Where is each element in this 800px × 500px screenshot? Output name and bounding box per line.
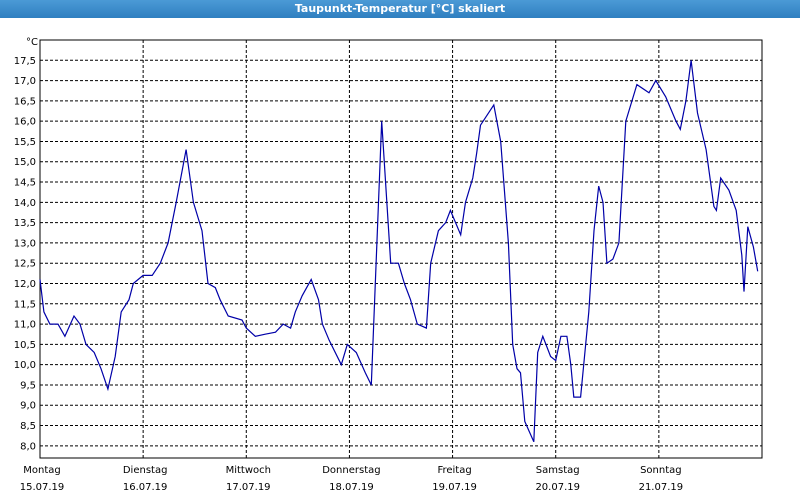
x-tick-weekday: Montag — [23, 465, 60, 476]
x-tick-date: 17.07.19 — [226, 482, 271, 493]
y-tick-label: 15,5 — [14, 137, 36, 148]
y-tick-label: 16,5 — [14, 96, 36, 107]
x-tick-date: 16.07.19 — [123, 482, 168, 493]
x-tick-weekday: Freitag — [437, 465, 471, 476]
x-tick-date: 21.07.19 — [639, 482, 684, 493]
y-tick-label: 10,5 — [14, 340, 36, 351]
x-tick-date: 15.07.19 — [20, 482, 65, 493]
y-tick-label: 16,0 — [14, 117, 36, 128]
y-unit: °C — [26, 37, 38, 48]
y-tick-label: 12,5 — [14, 259, 36, 270]
y-tick-label: 13,0 — [14, 238, 36, 249]
y-tick-label: 8,0 — [20, 441, 36, 452]
x-tick-date: 20.07.19 — [535, 482, 580, 493]
y-tick-label: 14,0 — [14, 198, 36, 209]
plot-frame — [39, 39, 763, 459]
x-tick-date: 19.07.19 — [432, 482, 477, 493]
y-tick-label: 10,0 — [14, 360, 36, 371]
y-tick-label: 17,0 — [14, 76, 36, 87]
x-tick-weekday: Dienstag — [123, 465, 168, 476]
x-tick-weekday: Mittwoch — [226, 465, 271, 476]
x-tick-weekday: Donnerstag — [322, 465, 380, 476]
x-tick-weekday: Samstag — [536, 465, 580, 476]
x-tick-date: 18.07.19 — [329, 482, 374, 493]
y-tick-label: 15,0 — [14, 157, 36, 168]
y-tick-label: 13,5 — [14, 218, 36, 229]
chart: °C 8,0 8,5 9,0 9,5 10,0 10,5 11,0 11,5 12,0 12,5 1… — [14, 37, 763, 493]
data-line — [39, 60, 759, 443]
x-tick-weekday: Sonntag — [640, 465, 682, 476]
y-tick-label: 11,5 — [14, 299, 36, 310]
y-tick-label: 8,5 — [20, 421, 36, 432]
y-tick-label: 12,0 — [14, 279, 36, 290]
y-tick-label: 17,5 — [14, 56, 36, 67]
y-tick-label: 11,0 — [14, 320, 36, 331]
y-tick-label: 9,5 — [20, 380, 36, 391]
y-tick-label: 9,0 — [20, 401, 36, 412]
title-bar: Taupunkt-Temperatur [°C] skaliert — [0, 0, 800, 18]
y-tick-label: 14,5 — [14, 178, 36, 189]
